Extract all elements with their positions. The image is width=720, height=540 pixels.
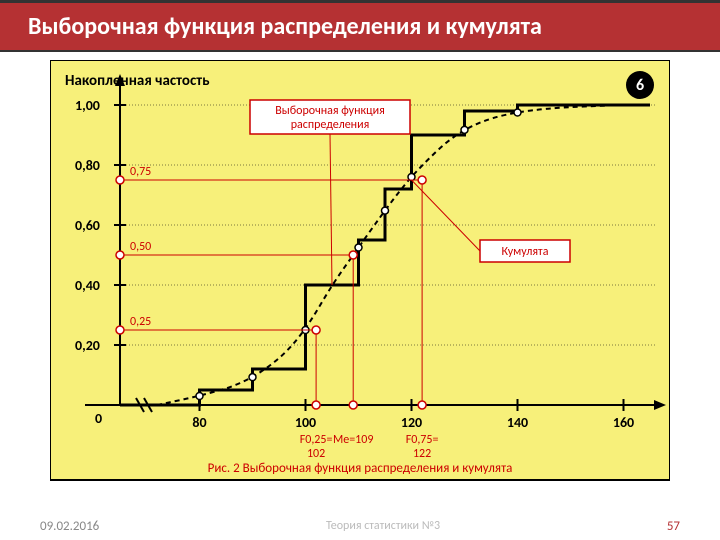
quartile-point (418, 176, 426, 184)
quartile-xlabel: F0,75= (406, 433, 439, 447)
x-tick-label: 140 (507, 414, 528, 431)
y-tick-label: 0,60 (75, 217, 100, 234)
quartile-ypoint (116, 176, 124, 184)
x-tick-label: 100 (295, 414, 316, 431)
x-origin: 0 (95, 410, 102, 427)
curve-marker (196, 393, 203, 400)
quartile-xlabel2: 102 (307, 447, 325, 461)
label-cumul: Кумулята (502, 245, 549, 259)
quartile-ylabel: 0,25 (130, 315, 151, 329)
footer: 09.02.2016 Теория статистики №3 57 (0, 519, 720, 534)
quartile-xpoint (312, 401, 320, 409)
slide-number: 57 (667, 519, 680, 534)
quartile-point (312, 326, 320, 334)
footer-mid: Теория статистики №3 (326, 519, 440, 534)
y-tick-label: 0,40 (75, 277, 100, 294)
x-tick-label: 80 (192, 414, 206, 431)
y-tick-label: 1,00 (75, 97, 100, 114)
quartile-xpoint (349, 401, 357, 409)
y-tick-label: 0,20 (75, 337, 100, 354)
quartile-xpoint (418, 401, 426, 409)
y-axis-title: Накопленная частость (65, 72, 210, 90)
curve-marker (249, 374, 256, 381)
quartile-ypoint (116, 251, 124, 259)
x-tick-label: 160 (613, 414, 634, 431)
quartile-ypoint (116, 326, 124, 334)
footer-date: 09.02.2016 (40, 519, 99, 534)
curve-marker (382, 207, 389, 214)
label-ecdf-2: распределения (291, 118, 370, 132)
quartile-xlabel2: 122 (413, 447, 431, 461)
label-ecdf-1: Выборочная функция (275, 104, 385, 118)
chart-container: 6 Накопленная частость 0 0,20 0,40 0,60 0,80 1,… (50, 60, 670, 500)
y-tick-label: 0,80 (75, 157, 100, 174)
badge-text: 6 (636, 76, 644, 95)
page-title: Выборочная функция распределения и кумул… (28, 12, 542, 41)
quartile-xlabel: F0,25= (300, 433, 333, 447)
quartile-xlabel: Me=109 (333, 433, 373, 447)
curve-marker (355, 244, 362, 251)
quartile-ylabel: 0,50 (130, 240, 151, 254)
chart-caption: Рис. 2 Выборочная функция распределения … (208, 461, 513, 476)
x-tick-label: 120 (401, 414, 422, 431)
quartile-ylabel: 0,75 (130, 165, 151, 179)
curve-marker (408, 174, 415, 181)
quartile-point (349, 251, 357, 259)
curve-marker (461, 126, 468, 133)
curve-marker (514, 109, 521, 116)
